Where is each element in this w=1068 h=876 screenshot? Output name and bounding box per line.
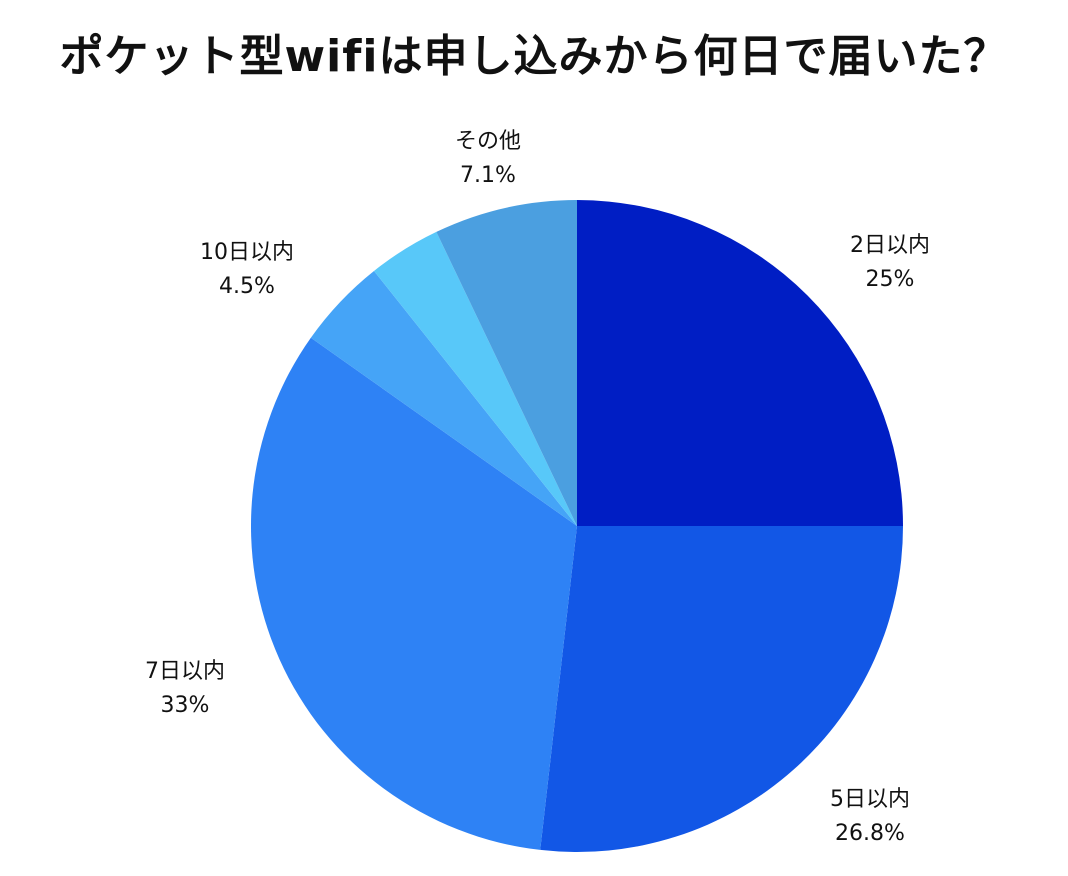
pie-slice-5日以内	[540, 526, 903, 853]
slice-value-label: 25%	[866, 267, 915, 292]
slice-category-label: 2日以内	[850, 233, 930, 258]
pie-slice-7日以内	[250, 337, 577, 850]
pie-slice-その他	[436, 200, 577, 526]
slice-value-label: 26.8%	[835, 821, 905, 846]
pie-labels: 2日以内 25% 5日以内 26.8% 7日以内 33% 10日以内 4.5% その他 7.1%	[145, 129, 930, 846]
pie-slice-2日以内	[577, 200, 903, 526]
chart-title: ポケット型wifiは申し込みから何日で届いた？	[59, 31, 1009, 82]
pie-slice-unlabeled	[373, 231, 577, 526]
slice-category-label: 7日以内	[145, 659, 225, 684]
slice-category-label: 10日以内	[200, 240, 294, 265]
slice-category-label: その他	[455, 129, 521, 154]
slice-category-label: 5日以内	[830, 787, 910, 812]
pie-slice-10日以内	[310, 270, 577, 526]
slice-value-label: 33%	[161, 693, 210, 718]
slice-value-label: 4.5%	[219, 274, 275, 299]
pie-slices	[250, 200, 903, 853]
slice-value-label: 7.1%	[460, 163, 516, 188]
